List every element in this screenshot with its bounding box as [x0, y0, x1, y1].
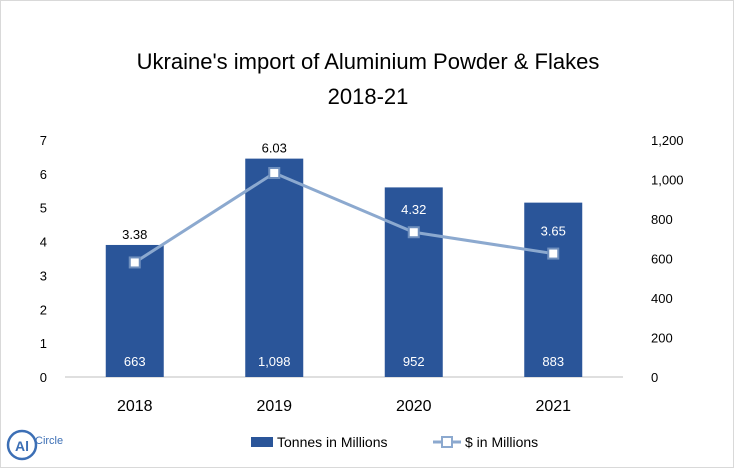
- chart-title-line-1: Ukraine's import of Aluminium Powder & F…: [137, 49, 600, 74]
- alcircle-logo: Al Circle: [6, 429, 63, 461]
- marker-dollars: [547, 247, 560, 260]
- x-tick-label: 2018: [117, 398, 153, 415]
- logo-wordmark: Circle: [35, 435, 63, 447]
- y-left-tick-label: 1: [40, 336, 47, 351]
- y-left-tick-label: 4: [40, 235, 47, 250]
- axes: 0 1 2 3 4 5 6 7 0 200 400 600 800 1,000 1,200 2018 2019 2…: [40, 133, 684, 415]
- data-label-upper: 4.32: [401, 202, 426, 217]
- marker-dollars: [407, 226, 420, 239]
- y-left-tick-label: 7: [40, 133, 47, 148]
- x-tick-label: 2021: [535, 398, 571, 415]
- legend-label-tonnes: Tonnes in Millions: [277, 434, 388, 450]
- y-right-tick-label: 1,000: [651, 173, 684, 188]
- line-dollars: [133, 171, 554, 264]
- bars: [105, 158, 583, 377]
- legend-marker-dollars: [441, 436, 453, 448]
- chart-title-line-2: 2018-21: [328, 84, 409, 109]
- y-left-tick-label: 0: [40, 370, 47, 385]
- marker-dollars: [128, 256, 141, 269]
- marker-dollars: [268, 166, 281, 179]
- data-label-upper: 6.03: [262, 141, 287, 156]
- y-right-tick-label: 1,200: [651, 133, 684, 148]
- data-label-lower: 952: [403, 354, 425, 369]
- data-labels: 3.38 6.03 4.32 3.65 663 1,098 952 883: [122, 141, 566, 369]
- y-right-tick-label: 600: [651, 252, 673, 267]
- logo-ring: [6, 429, 38, 461]
- data-label-upper: 3.38: [122, 227, 147, 242]
- logo-al-mark: Al: [15, 438, 29, 454]
- data-label-upper: 3.65: [541, 224, 566, 239]
- legend-label-dollars: $ in Millions: [465, 434, 538, 450]
- y-right-tick-label: 400: [651, 291, 673, 306]
- bar-tonnes: [524, 202, 583, 377]
- data-label-lower: 883: [542, 354, 564, 369]
- y-left-tick-label: 5: [40, 201, 47, 216]
- y-right-tick-label: 800: [651, 212, 673, 227]
- line-layer: [128, 166, 560, 269]
- legend-swatch-tonnes: [251, 437, 273, 447]
- y-left-tick-label: 6: [40, 167, 47, 182]
- y-left-tick-label: 3: [40, 268, 47, 283]
- y-left-tick-label: 2: [40, 302, 47, 317]
- bar-tonnes: [245, 158, 304, 377]
- x-tick-label: 2019: [256, 398, 292, 415]
- legend: Tonnes in Millions $ in Millions: [251, 434, 538, 450]
- data-label-lower: 1,098: [258, 354, 291, 369]
- x-tick-label: 2020: [396, 398, 432, 415]
- y-right-tick-label: 200: [651, 331, 673, 346]
- data-label-lower: 663: [124, 354, 146, 369]
- bar-tonnes: [384, 187, 443, 377]
- y-right-tick-label: 0: [651, 370, 658, 385]
